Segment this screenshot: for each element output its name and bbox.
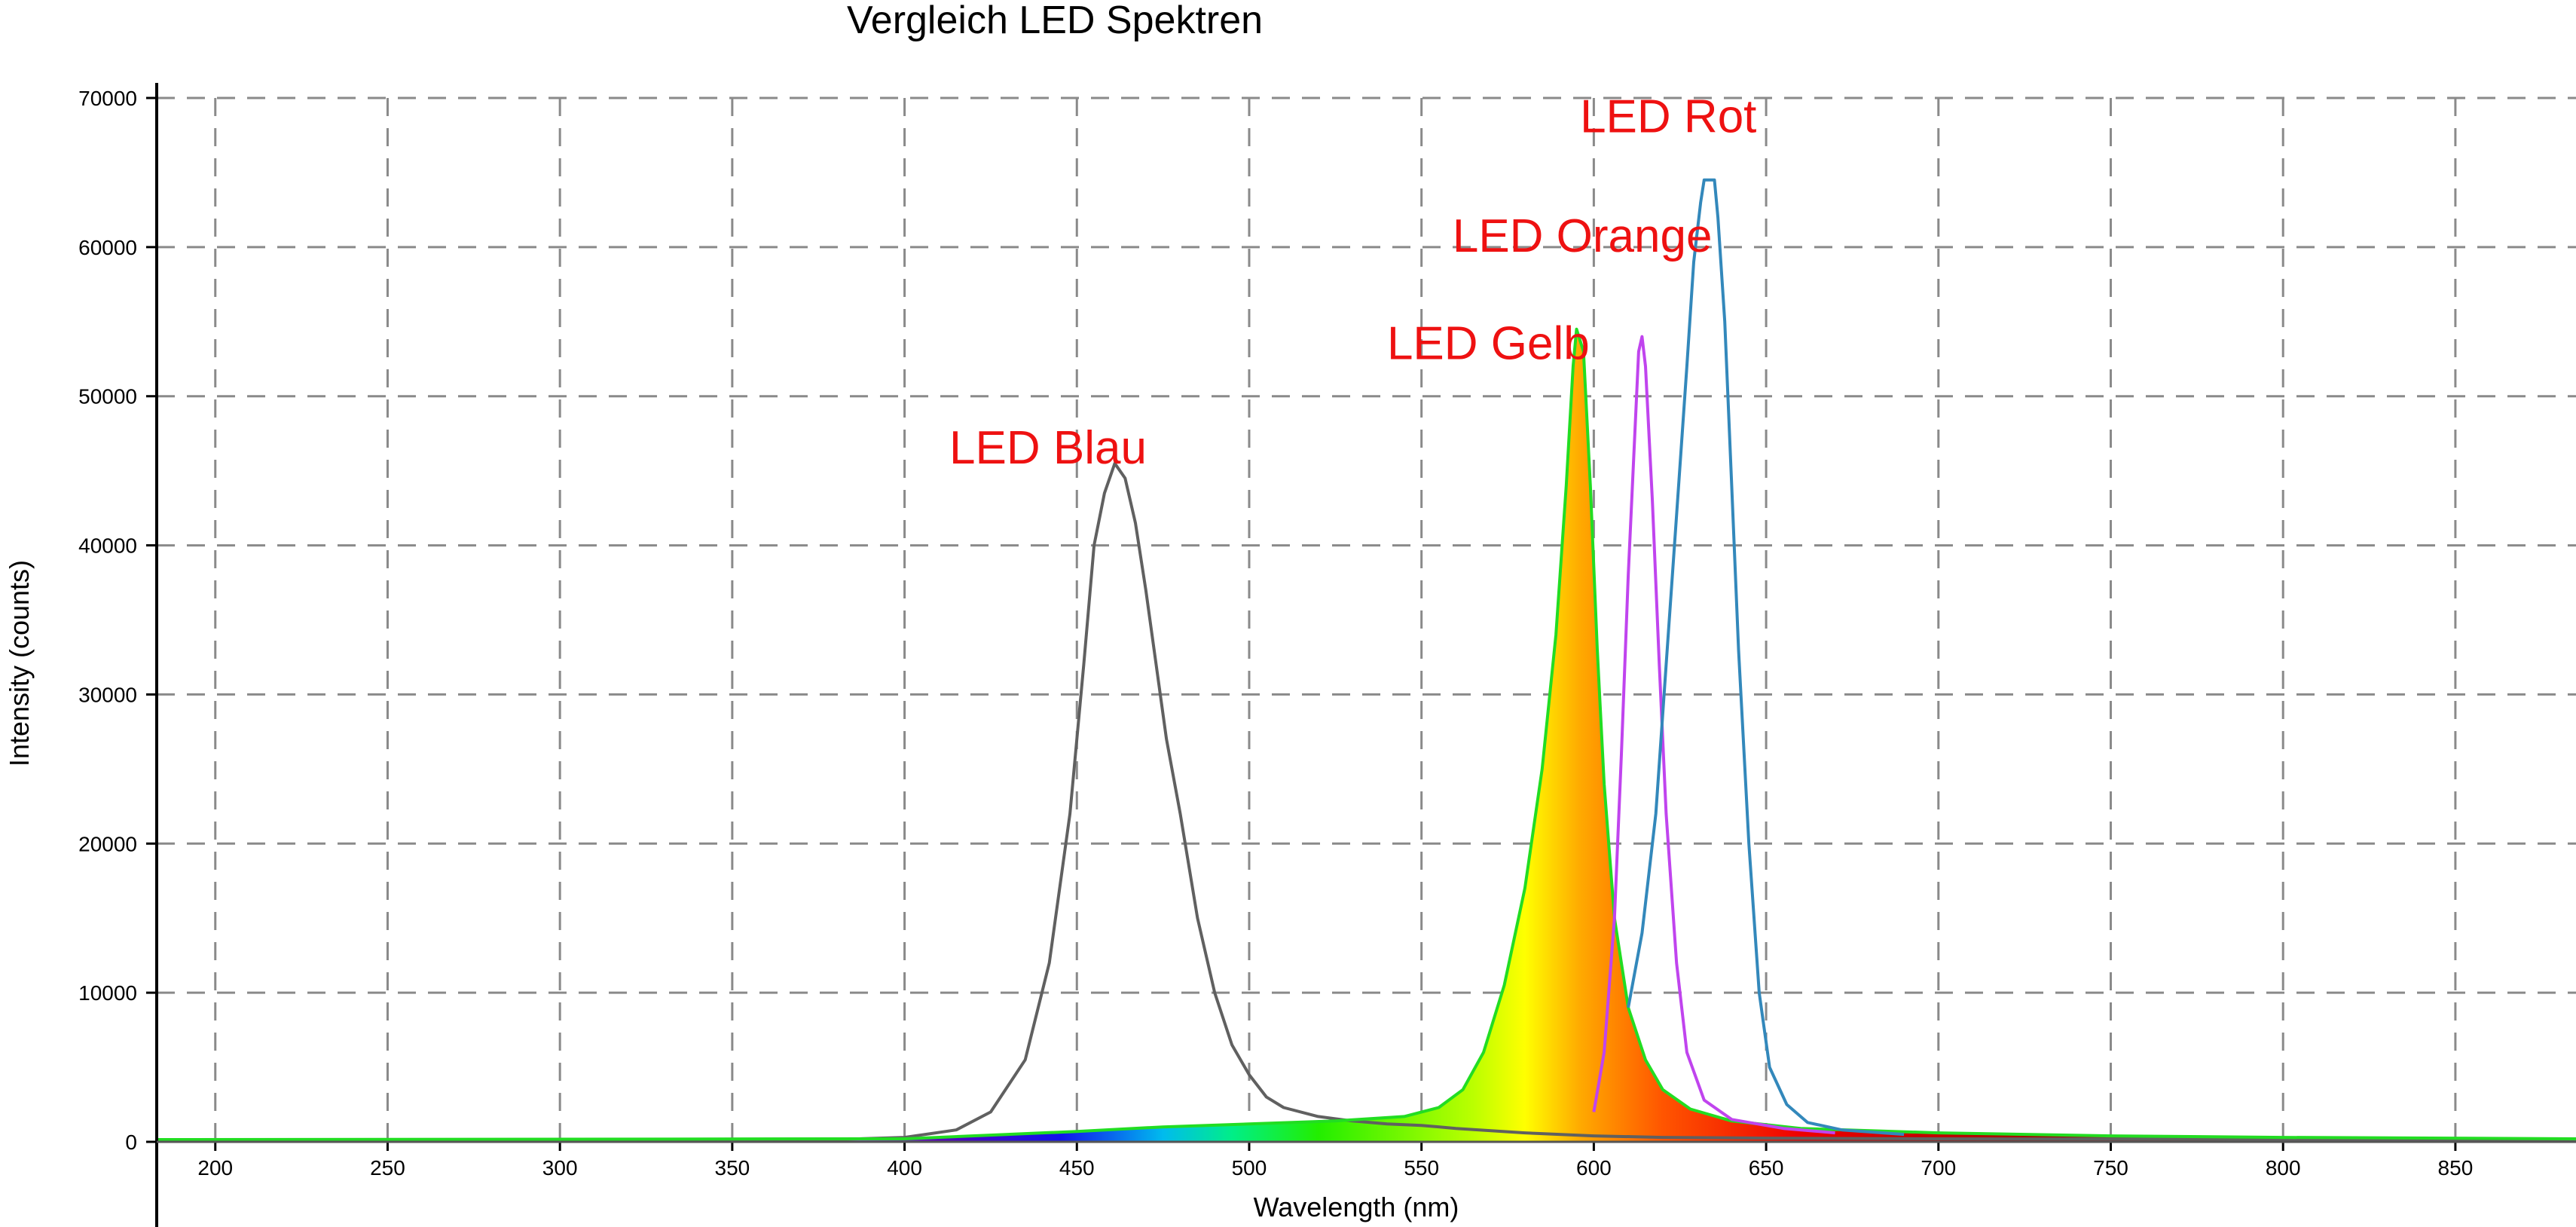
chart-title: Vergleich LED Spektren — [847, 0, 1263, 42]
x-tick-label: 650 — [1749, 1156, 1784, 1180]
x-tick-label: 300 — [542, 1156, 578, 1180]
y-tick-label: 70000 — [78, 87, 137, 110]
y-tick-label: 50000 — [78, 385, 137, 408]
series-line — [157, 461, 2576, 1141]
series-line — [156, 327, 2576, 1141]
x-tick-label: 400 — [887, 1156, 922, 1180]
x-tick-label: 750 — [2093, 1156, 2128, 1180]
y-tick-label: 60000 — [78, 236, 137, 259]
peak-labels: LED Blau LED Gelb LED Orange LED Rot — [949, 91, 1756, 474]
y-tick-label: 40000 — [78, 534, 137, 558]
series-line — [1627, 178, 1905, 1137]
peak-label: LED Gelb — [1387, 317, 1590, 369]
x-tick-label: 200 — [197, 1156, 233, 1180]
spectrum-fill-area — [157, 329, 2576, 1143]
x-tick-label: 450 — [1059, 1156, 1095, 1180]
x-tick-label: 850 — [2438, 1156, 2474, 1180]
y-tick-label: 0 — [125, 1131, 137, 1154]
x-axis-label: Wavelength (nm) — [1254, 1192, 1459, 1222]
x-tick-label: 700 — [1921, 1156, 1956, 1180]
axes: 200 250 300 350 400 450 500 550 600 650 700 750 800 8… — [78, 83, 2576, 1227]
peak-label: LED Rot — [1580, 91, 1756, 143]
peak-label: LED Orange — [1453, 210, 1713, 262]
spectrum-fill — [157, 329, 2576, 1143]
series-lines — [156, 178, 2576, 1141]
y-axis-label: Intensity (counts) — [4, 560, 35, 766]
x-tick-label: 250 — [370, 1156, 405, 1180]
x-tick-label: 800 — [2266, 1156, 2301, 1180]
y-tick-label: 30000 — [78, 683, 137, 706]
y-tick-label: 10000 — [78, 981, 137, 1005]
x-tick-label: 550 — [1404, 1156, 1439, 1180]
y-tick-label: 20000 — [78, 832, 137, 855]
grid — [157, 96, 2576, 1142]
x-tick-label: 600 — [1576, 1156, 1612, 1180]
series-line — [1592, 335, 1835, 1135]
peak-label: LED Blau — [949, 422, 1147, 474]
x-tick-label: 350 — [715, 1156, 750, 1180]
x-tick-label: 500 — [1232, 1156, 1267, 1180]
